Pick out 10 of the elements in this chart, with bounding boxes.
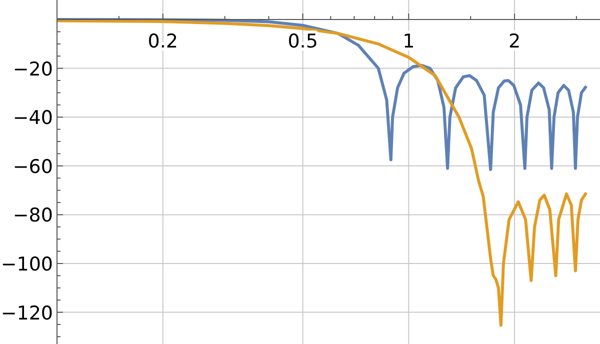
- x-tick-label: 0.2: [148, 30, 178, 53]
- y-tick-label: −20: [12, 58, 53, 80]
- y-tick-label: −80: [12, 204, 53, 227]
- x-tick-label: 1: [402, 30, 415, 53]
- y-tick-label: −100: [0, 253, 53, 276]
- x-tick-label: 2: [508, 30, 521, 53]
- y-tick-label: −120: [0, 302, 53, 324]
- y-tick-label: −40: [12, 107, 53, 130]
- y-tick-label: −60: [12, 156, 53, 178]
- x-tick-label: 0.5: [288, 30, 318, 53]
